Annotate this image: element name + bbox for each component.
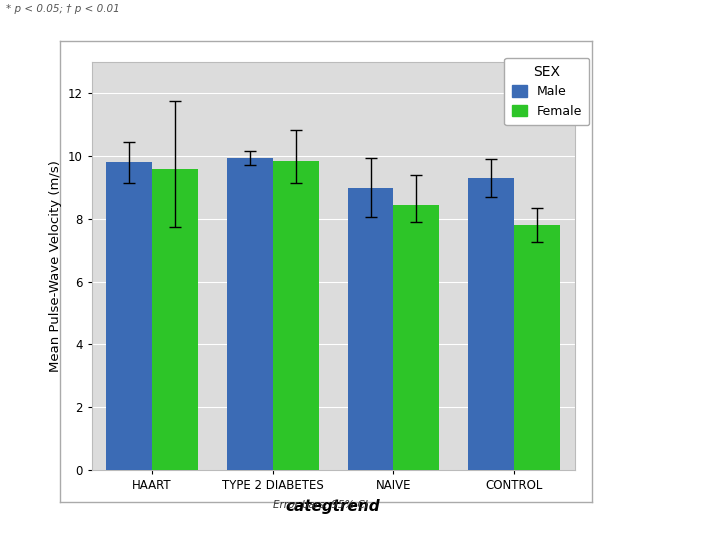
Bar (227, 158, 273, 470)
Legend: Male, Female: Male, Female (504, 58, 589, 125)
Text: Error bars: 95% CI: Error bars: 95% CI (274, 500, 368, 510)
Bar (468, 178, 514, 470)
Bar (514, 225, 560, 470)
X-axis label: categtrend: categtrend (286, 499, 381, 514)
Bar (348, 187, 393, 470)
Bar (393, 205, 439, 470)
Bar (273, 161, 319, 470)
Text: * p < 0.05; † p < 0.01: * p < 0.05; † p < 0.01 (6, 4, 119, 15)
Y-axis label: Mean Pulse-Wave Velocity (m/s): Mean Pulse-Wave Velocity (m/s) (49, 160, 62, 372)
Bar (152, 168, 198, 470)
Bar (106, 163, 152, 470)
